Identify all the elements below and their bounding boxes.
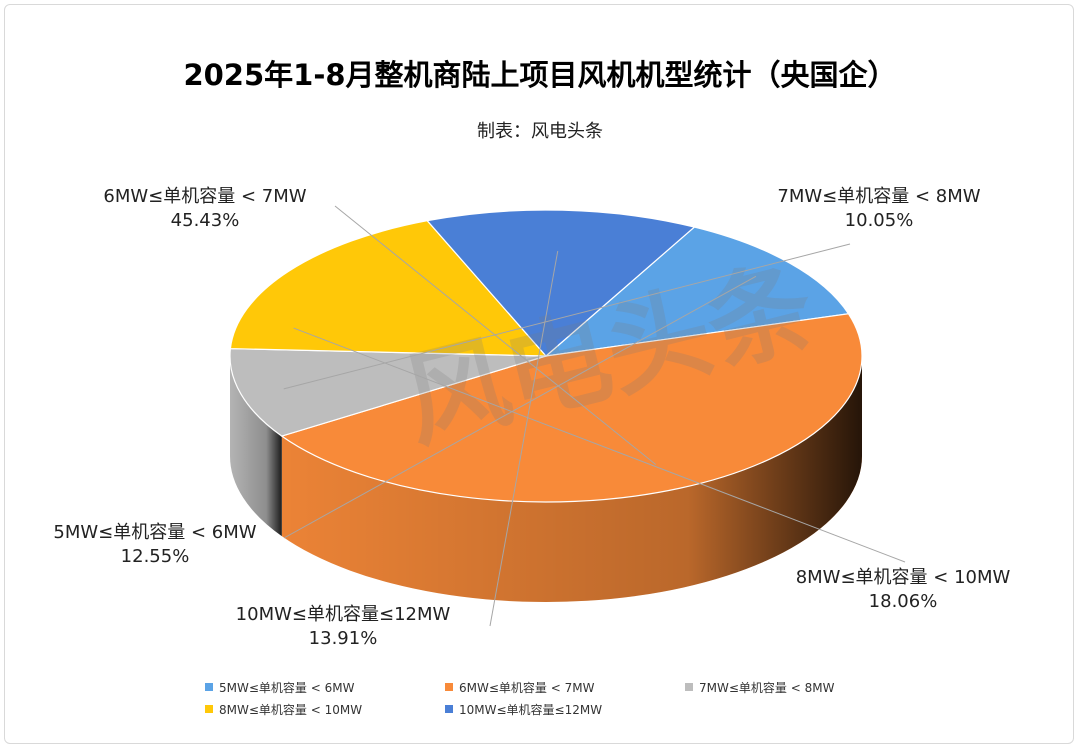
pie-side-shade-2 [230, 356, 282, 537]
leader-line-4 [489, 250, 559, 627]
chart-title: 2025年1-8月整机商陆上项目风机机型统计（央国企） [183, 58, 897, 92]
legend-item-1[interactable]: 6MW≤单机容量 < 7MW [445, 678, 685, 696]
slice-value-4: 13.91% [309, 628, 378, 649]
slice-value-1: 45.43% [171, 210, 240, 231]
legend-swatch-4 [445, 705, 453, 713]
slice-label-1: 6MW≤单机容量 < 7MW [103, 186, 306, 207]
legend-swatch-3 [205, 705, 213, 713]
slice-label-0: 5MW≤单机容量 < 6MW [53, 522, 256, 543]
legend-swatch-1 [445, 683, 453, 691]
chart-subtitle: 制表：风电头条 [477, 121, 603, 142]
legend-item-4[interactable]: 10MW≤单机容量≤12MW [445, 700, 685, 718]
legend-swatch-2 [685, 683, 693, 691]
legend-label-2: 7MW≤单机容量 < 8MW [699, 680, 835, 695]
legend-label-4: 10MW≤单机容量≤12MW [459, 702, 603, 717]
chart-frame [4, 4, 1074, 744]
legend-item-3[interactable]: 8MW≤单机容量 < 10MW [205, 700, 445, 718]
legend-swatch-0 [205, 683, 213, 691]
slice-value-0: 12.55% [121, 546, 190, 567]
legend-item-2[interactable]: 7MW≤单机容量 < 8MW [685, 678, 925, 696]
legend-label-0: 5MW≤单机容量 < 6MW [219, 680, 355, 695]
pie-slice-3[interactable] [229, 220, 548, 357]
pie-slice-4[interactable] [426, 209, 696, 357]
pie-slice-2[interactable] [229, 347, 547, 437]
legend-item-0[interactable]: 5MW≤单机容量 < 6MW [205, 678, 445, 696]
slice-label-2: 7MW≤单机容量 < 8MW [777, 186, 980, 207]
pie-slice-1[interactable] [280, 313, 863, 503]
leader-line-3 [293, 327, 906, 563]
pie-side-shade-1 [281, 356, 862, 602]
leader-line-0 [283, 275, 757, 539]
legend-label-3: 8MW≤单机容量 < 10MW [219, 702, 363, 717]
chart-legend: 5MW≤单机容量 < 6MW 6MW≤单机容量 < 7MW 7MW≤单机容量 < 8… [205, 678, 925, 718]
leader-line-2 [283, 243, 851, 390]
slice-label-4: 10MW≤单机容量≤12MW [236, 604, 451, 625]
slice-value-3: 18.06% [869, 591, 938, 612]
slice-value-2: 10.05% [845, 210, 914, 231]
slice-label-3: 8MW≤单机容量 < 10MW [796, 567, 1011, 588]
legend-label-1: 6MW≤单机容量 < 7MW [459, 680, 595, 695]
